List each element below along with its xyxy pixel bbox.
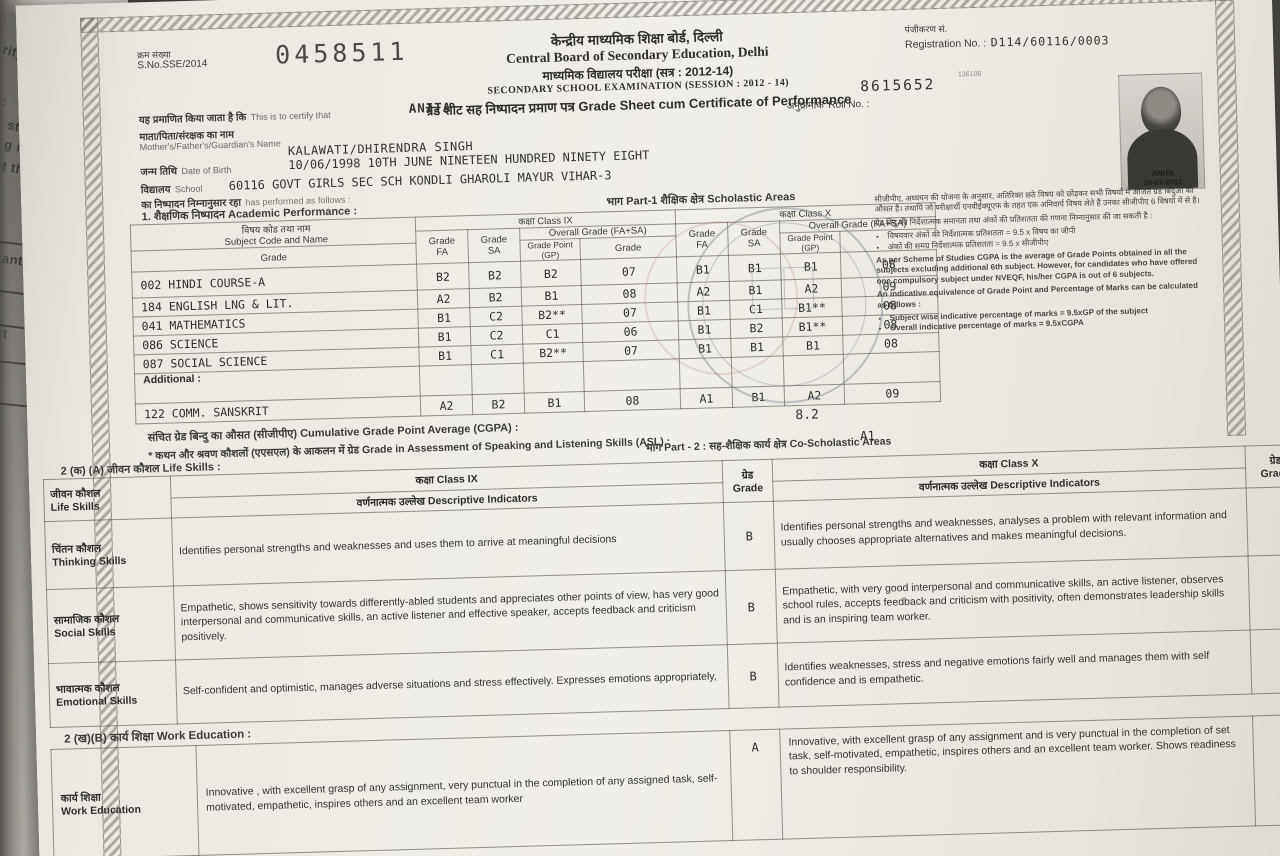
cgpa-value: 8.2 <box>795 407 820 424</box>
roll-label-hindi: अनुक्रमांक <box>786 100 825 113</box>
grade-cell: B2 <box>469 287 522 308</box>
class9-grade: A <box>729 729 783 841</box>
print-code: 136106 <box>957 70 982 79</box>
grade-cell: B2 <box>472 393 525 415</box>
dob-label-hindi: जन्म तिथि <box>140 166 178 179</box>
certify-label-hindi: यह प्रमाणित किया जाता है कि <box>138 112 247 127</box>
class10-grade <box>1252 714 1280 826</box>
grade-cell: B1 <box>524 391 585 414</box>
col-fa: FA <box>436 246 449 259</box>
class10-descriptor: Innovative, with excellent grasp of any … <box>779 715 1256 840</box>
dob-label-english: Date of Birth <box>181 164 232 177</box>
class9-grade: B <box>727 643 780 709</box>
dob-label-row: जन्म तिथि Date of Birth <box>140 160 232 181</box>
certify-label-english: This is to certify that <box>250 109 331 123</box>
class10-grade <box>1250 628 1280 694</box>
roll-label-row: अनुक्रमांक Roll No. : <box>787 94 870 114</box>
grade-header-english: Grade <box>1260 466 1280 480</box>
grade-cell: 09 <box>844 381 941 405</box>
grade-cell: C1 <box>470 344 524 365</box>
edge-text-fragment: t <box>2 325 9 342</box>
roll-label-english: Roll No. : <box>828 98 870 112</box>
life-skills-table: जीवन कौशल Life Skills कक्षा Class IX ग्र… <box>43 444 1280 728</box>
life-skills-header-english: Life Skills <box>50 500 100 514</box>
certify-line: यह प्रमाणित किया जाता है कि This is to c… <box>139 105 331 128</box>
skill-name-english: Emotional Skills <box>55 694 138 709</box>
col-gp-9: Grade Point (GP) <box>519 238 581 262</box>
grade-cell: B1 <box>418 326 471 348</box>
class10-grade <box>1246 486 1280 557</box>
grade-cell: C2 <box>470 325 523 346</box>
edge-text-fragment: : <box>0 93 9 110</box>
edge-rule-line <box>0 402 28 408</box>
grade-cell: 08 <box>584 388 681 412</box>
class9-grade: B <box>725 569 778 645</box>
col-sa: SA <box>487 245 501 257</box>
note-english-1: As per Scheme of Studies CGPA is the ave… <box>875 247 1198 286</box>
grade-cell: B2 <box>468 261 522 289</box>
grade-header-hindi: ग्रेड <box>741 468 754 482</box>
serial-label-english: S.No.SSE/2014 <box>137 58 208 72</box>
class9-descriptor: Innovative , with excellent grasp of any… <box>195 730 733 856</box>
grade-cell: C1 <box>522 323 583 345</box>
grade-cell: B2 <box>416 262 470 291</box>
student-name: ANITA <box>408 99 452 116</box>
border-pattern-right <box>1214 0 1247 437</box>
grade-cell: A2 <box>420 394 473 417</box>
registration-number: D114/60116/0003 <box>990 33 1110 50</box>
grade-cell: B2** <box>521 304 583 326</box>
student-photo: ANITA 20-07-2012 <box>1118 72 1206 191</box>
roll-number: 8615652 <box>860 77 936 96</box>
class9-grade: B <box>723 501 776 571</box>
part2-title: भाग Part - 2 : सह-शैक्षिक कार्य क्षेत्र … <box>645 435 892 455</box>
class10-grade <box>1248 554 1280 630</box>
skill-name-english: Social Skills <box>54 625 116 640</box>
grade-cell: B1 <box>521 285 582 307</box>
cgpa-notes: सीजीपीए, अध्ययन की योजना के अनुसार, अतिर… <box>874 186 1206 338</box>
grade-header-hindi: ग्रेड <box>1269 454 1280 467</box>
edge-text-fragment: ant <box>1 250 24 269</box>
grade-cell: B2 <box>520 259 582 288</box>
grade-cell: B2** <box>522 342 584 364</box>
grade-cell: A1 <box>680 387 733 409</box>
registration-row: Registration No. : D114/60116/0003 <box>905 31 1110 53</box>
class10-descriptor: Identifies weaknesses, stress and negati… <box>777 629 1252 708</box>
skill-name-english: Thinking Skills <box>52 554 127 569</box>
grade-header-english: Grade <box>732 481 764 495</box>
registration-label-english: Registration No. : <box>905 37 987 51</box>
school-value: 60116 GOVT GIRLS SEC SCH KONDLI GHAROLI … <box>228 168 612 193</box>
grade-cell: B1 <box>418 345 472 367</box>
certificate-paper: क्रम संख्या S.No.SSE/2014 0458511 केन्द्… <box>15 0 1280 856</box>
grade-cell: B1 <box>417 307 471 329</box>
class10-descriptor: Empathetic, with very good interpersonal… <box>775 556 1251 644</box>
grade-cell: C2 <box>469 306 523 327</box>
photo-caption: ANITA 20-07-2012 <box>1122 168 1204 188</box>
grade-cell: A2 <box>417 288 470 310</box>
